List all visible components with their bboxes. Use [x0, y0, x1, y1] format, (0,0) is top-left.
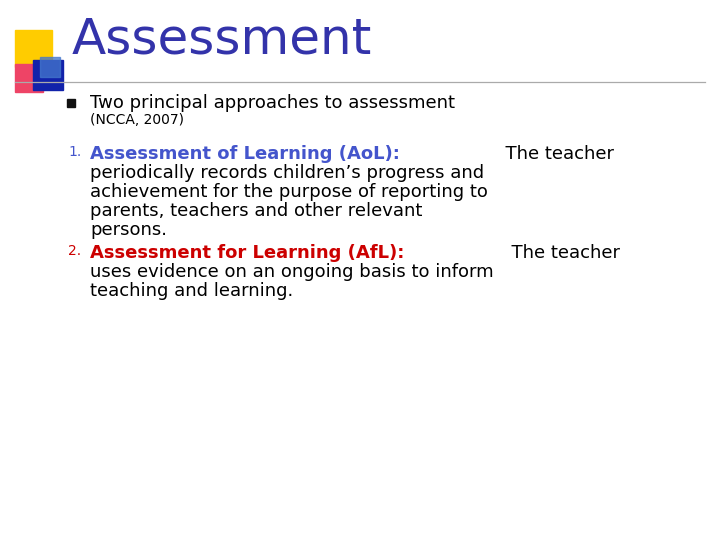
Text: The teacher: The teacher [494, 145, 614, 163]
Text: periodically records children’s progress and: periodically records children’s progress… [90, 164, 484, 182]
Bar [40, 57, 60, 77]
Text: 1.: 1. [68, 145, 81, 159]
Text: Assessment for Learning (AfL):: Assessment for Learning (AfL): [90, 244, 405, 262]
Text: Two principal approaches to assessment: Two principal approaches to assessment [90, 94, 455, 112]
Text: 2.: 2. [68, 244, 81, 258]
Text: Assessment of Learning (AoL):: Assessment of Learning (AoL): [90, 145, 400, 163]
Bar [67, 99, 75, 107]
Text: uses evidence on an ongoing basis to inform: uses evidence on an ongoing basis to inf… [90, 263, 494, 281]
Text: (NCCA, 2007): (NCCA, 2007) [90, 113, 184, 127]
Text: Assessment: Assessment [72, 16, 372, 64]
Bar [15, 64, 43, 92]
Text: parents, teachers and other relevant: parents, teachers and other relevant [90, 202, 423, 220]
Text: persons.: persons. [90, 221, 167, 239]
Bar [33, 60, 63, 90]
Bar [15, 30, 52, 67]
Text: achievement for the purpose of reporting to: achievement for the purpose of reporting… [90, 183, 488, 201]
Text: teaching and learning.: teaching and learning. [90, 282, 293, 300]
Text: The teacher: The teacher [500, 244, 620, 262]
